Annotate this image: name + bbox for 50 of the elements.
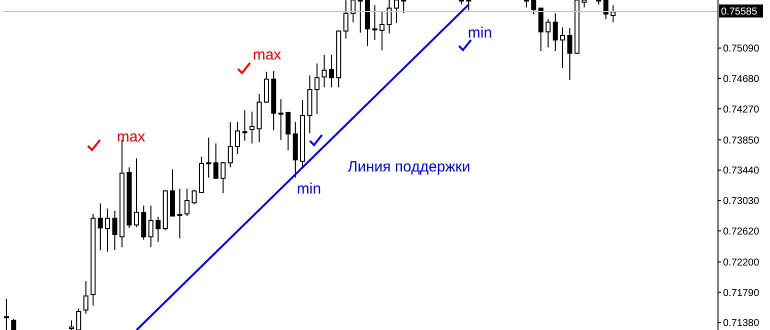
candlestick [11, 318, 16, 330]
y-tick-label: 0.75090 [723, 44, 760, 55]
candlestick [322, 54, 327, 88]
annotation: Линия поддержки [348, 158, 470, 176]
candlestick [213, 143, 218, 179]
candlestick [567, 28, 572, 80]
candlestick [538, 8, 544, 52]
ref-line-label: 0.75585 [721, 6, 758, 18]
candlestick [328, 54, 334, 88]
y-tick-label: 0.73440 [723, 166, 760, 177]
annotation: min [296, 180, 322, 198]
candlestick [250, 111, 254, 144]
candlestick [380, 11, 384, 51]
candlestick [531, 0, 536, 15]
candlestick [286, 111, 291, 151]
candlestick [206, 137, 212, 178]
candlestick [228, 122, 233, 168]
candlestick [278, 98, 284, 140]
candlestick [192, 190, 197, 205]
candlestick [314, 63, 320, 114]
annotation: min [468, 24, 492, 42]
y-tick-label: 0.73850 [723, 135, 760, 146]
candlestick [148, 205, 154, 248]
candlestick [560, 26, 566, 69]
y-tick-label: 0.74680 [723, 74, 760, 85]
y-tick-label: 0.73030 [723, 196, 760, 208]
candlestick [552, 12, 558, 52]
candlestick [220, 162, 226, 194]
y-tick-label: 0.74270 [723, 104, 760, 116]
candlestick [546, 18, 551, 48]
candlestick [372, 4, 378, 40]
y-tick-label: 0.71380 [723, 318, 760, 330]
candlestick [603, 0, 608, 20]
candlestick [112, 210, 118, 251]
candlestick [235, 122, 240, 154]
y-tick-label: 0.72620 [723, 226, 760, 238]
candlestick [83, 280, 88, 314]
candlestick [242, 110, 248, 142]
annotation: max [116, 128, 146, 146]
annotation: max [252, 46, 282, 64]
candlestick [264, 71, 269, 104]
candlestick [156, 216, 161, 242]
candlestick [105, 208, 110, 252]
candlestick [177, 188, 182, 239]
candlestick [134, 158, 139, 228]
y-tick-label: 0.71790 [723, 288, 760, 299]
y-tick-label: 0.72200 [723, 257, 760, 268]
candlestick [184, 188, 190, 217]
candlestick [4, 298, 9, 330]
candlestick [98, 202, 103, 251]
